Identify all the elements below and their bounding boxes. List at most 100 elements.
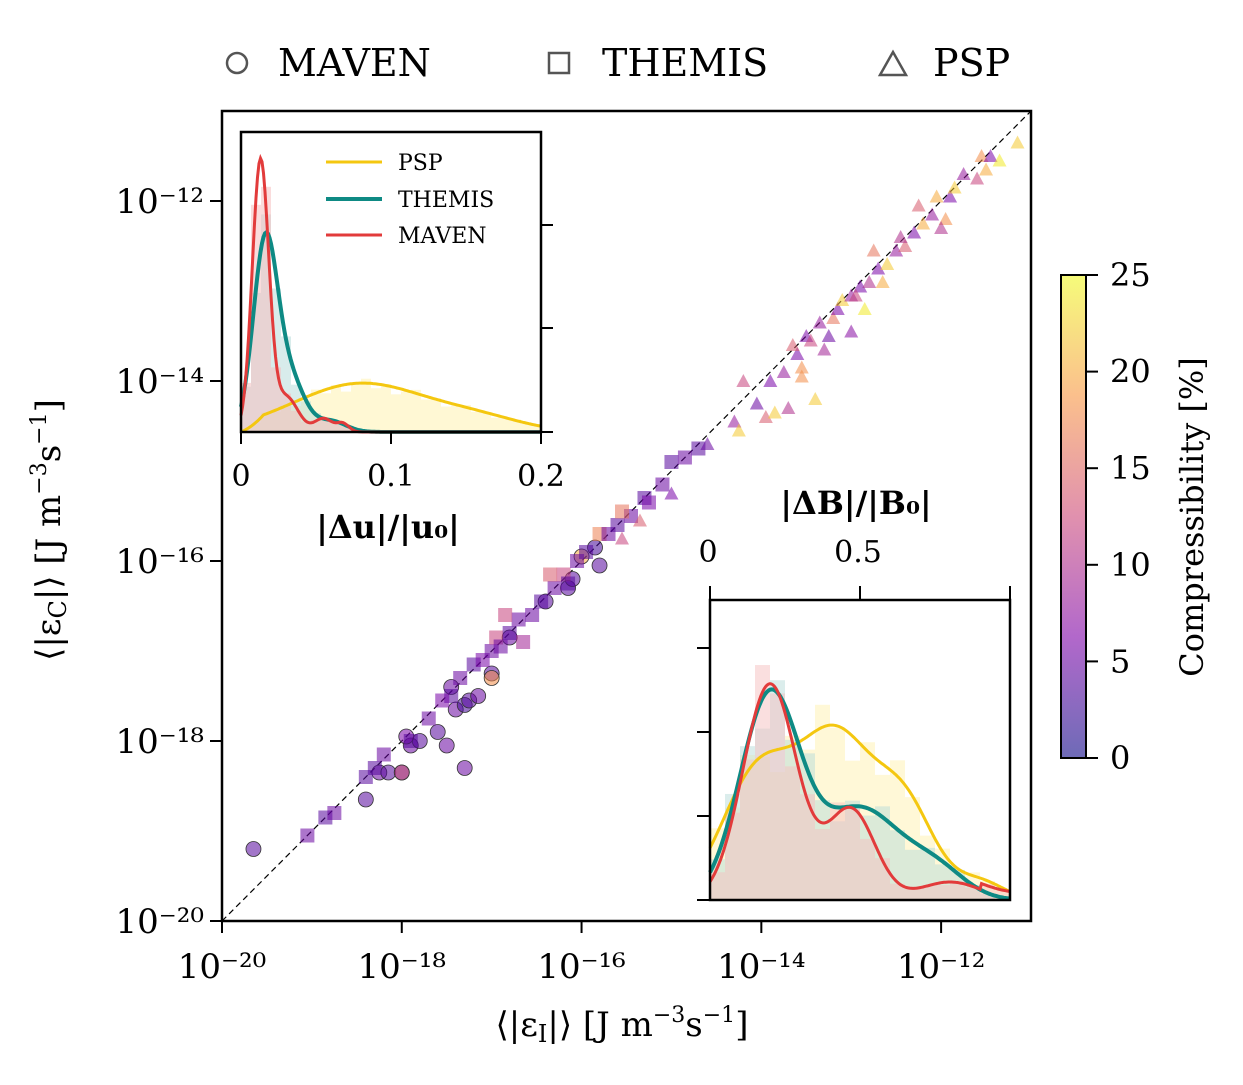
legend-psp-label: PSP [933,41,1010,85]
themis-point-27 [610,518,625,532]
inset-b-maven-bar-17 [965,887,980,900]
psp-point-48 [938,212,953,225]
psp-point-50 [844,324,859,338]
maven-point-25 [591,557,608,574]
inset-u-psp-bar-14 [381,384,391,432]
psp-point-28 [889,243,904,257]
x-tick-label-2: 10⁻¹⁶ [537,947,625,987]
inset-u-psp-bar-10 [341,391,351,432]
colorbar-tick-label-3: 15 [1110,449,1151,487]
maven-point-5 [393,764,410,781]
colorbar-tick-label-2: 10 [1110,546,1151,584]
inset-b-xtick-1: 0.5 [834,535,882,570]
inset-u-psp-bar-28 [521,423,531,432]
psp-point-21 [835,293,850,306]
psp-point-31 [916,216,931,230]
inset-b-maven-bar-3 [755,665,770,900]
psp-point-51 [794,369,809,383]
inset-b-maven-bar-12 [890,883,905,900]
inset-b-maven-bar-6 [800,794,815,900]
psp-point-5 [731,423,746,437]
inset-u-maven-bar-10 [341,425,351,432]
inset-legend-psp: PSP [398,151,443,176]
inset-u-maven-bar-6 [301,421,311,432]
inset-u-maven-bar-8 [321,419,331,432]
themis-point-15 [502,626,517,640]
inset-b-maven-bar-4 [770,693,785,900]
themis-point-36 [615,504,630,519]
psp-point-33 [929,189,944,203]
psp-point-43 [817,342,832,356]
themis-point-32 [677,450,692,465]
psp-point-26 [871,261,886,275]
inset-u: 0 0.1 0.2 |Δu|/|u₀| PSP THEMIS MAVEN [231,130,565,546]
psp-point-46 [893,230,908,243]
inset-b-maven-bar-19 [995,890,1010,900]
maven-point-3 [380,764,397,781]
psp-point-45 [866,243,881,257]
inset-b: 0 0.5 |ΔB|/|B₀| [697,484,1012,902]
inset-u-psp-bar-26 [501,418,511,432]
themis-point-19 [534,594,549,609]
themis-point-9 [453,671,468,685]
psp-point-20 [830,302,845,315]
psp-point-52 [875,275,890,288]
psp-point-8 [758,410,773,423]
psp-point-38 [983,149,998,162]
inset-u-xtick-2: 0.2 [517,459,565,494]
inset-u-psp-kde [240,381,542,434]
psp-point-39 [992,153,1007,167]
inset-u-maven-bar-9 [331,422,341,432]
colorbar: 0 5 10 15 20 25 Compressibility [%] [1060,256,1211,777]
legend-themis-label: THEMIS [602,41,768,85]
psp-point-35 [947,180,962,194]
inset-u-psp-bar-27 [511,419,521,432]
inset-u-psp-bar-21 [451,405,461,432]
x-tick-label-4: 10⁻¹² [897,947,985,987]
psp-point-12 [790,347,805,360]
psp-point-10 [776,365,791,378]
themis-point-38 [435,693,450,708]
main-axes-frame [220,109,1033,923]
colorbar-tick-label-0: 0 [1110,739,1130,777]
themis-point-30 [655,477,670,492]
themis-point-5 [376,747,391,762]
inset-u-maven-bar-1 [251,204,261,432]
psp-point-29 [898,239,913,252]
themis-point-16 [511,612,526,627]
maven-point-1 [357,791,374,808]
psp-point-54 [979,162,994,176]
maven-point-10 [438,737,455,754]
inset-u-psp-bar-25 [491,417,501,432]
inset-u-themis-bar-6 [301,401,311,432]
inset-u-themis-bar-4 [281,336,291,432]
psp-point-30 [907,225,922,239]
x-axis-ticks: 10⁻²⁰ 10⁻¹⁸ 10⁻¹⁶ 10⁻¹⁴ 10⁻¹² [178,921,985,987]
colorbar-frame [1060,274,1087,759]
psp-point-40 [1010,135,1025,149]
y-tick-label-3: 10⁻¹⁴ [116,362,204,402]
y-tick-label-2: 10⁻¹⁶ [116,542,204,582]
colorbar-gradient [1061,275,1086,758]
inset-legend-themis: THEMIS [398,188,494,213]
legend-themis-marker [547,51,571,75]
psp-point-37 [974,149,989,162]
inset-u-xtick-1: 0.1 [367,459,415,494]
themis-point-35 [543,567,558,582]
psp-point-49 [956,167,971,180]
inset-b-xlabel: |ΔB|/|B₀| [780,484,931,522]
y-tick-label-4: 10⁻¹² [116,182,204,222]
psp-point-19 [826,311,841,324]
themis-point-14 [493,639,508,654]
themis-point-2 [327,806,342,820]
x-tick-label-3: 10⁻¹⁴ [717,947,805,987]
inset-u-psp-bar-13 [371,388,381,432]
themis-point-20 [547,581,562,595]
psp-point-34 [943,189,958,203]
y-axis-ticks: 10⁻²⁰ 10⁻¹⁸ 10⁻¹⁶ 10⁻¹⁴ 10⁻¹² [116,182,222,942]
psp-point-47 [911,198,926,212]
y-axis-label: ⟨|εC|⟩ [J m−3s−1] [27,399,72,661]
y-tick-label-0: 10⁻²⁰ [116,902,204,942]
maven-point-18 [483,670,500,686]
